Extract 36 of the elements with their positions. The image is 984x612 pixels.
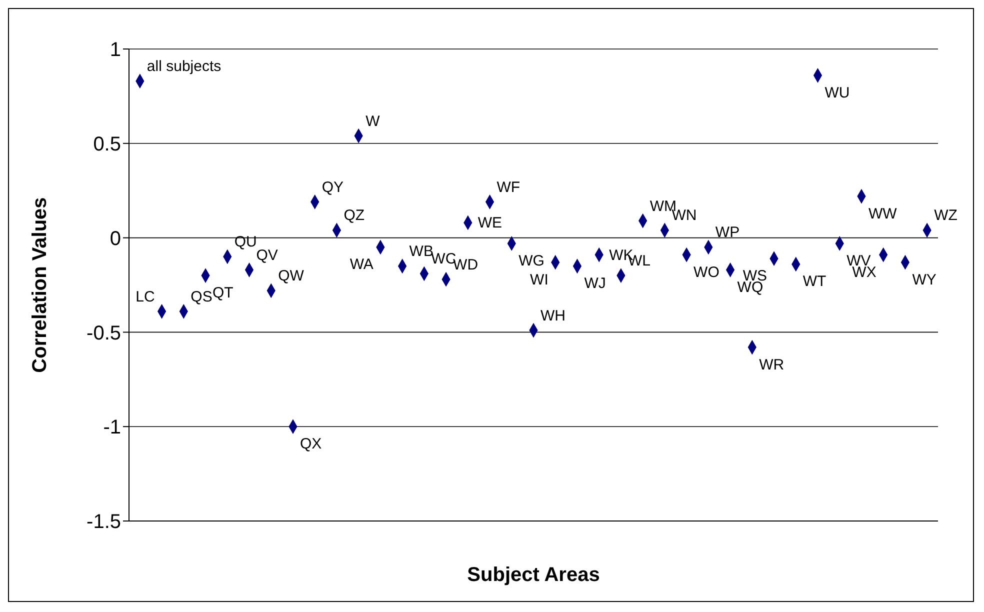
- data-label: QV: [256, 246, 278, 264]
- data-label: QU: [234, 234, 257, 251]
- x-axis-title: Subject Areas: [467, 564, 600, 586]
- data-label: WE: [478, 214, 502, 232]
- data-label: QT: [212, 284, 234, 302]
- data-label: QX: [300, 436, 322, 453]
- data-label: WD: [453, 256, 478, 274]
- data-label: QY: [322, 178, 344, 196]
- data-label: WF: [496, 178, 520, 196]
- y-tick-label: 0.5: [93, 134, 121, 156]
- data-label: WT: [802, 273, 826, 290]
- data-label: WU: [824, 84, 850, 102]
- data-label: WG: [518, 252, 544, 270]
- data-label: WY: [912, 271, 936, 288]
- y-tick-label: -1: [103, 416, 121, 439]
- data-label: all subjects: [146, 58, 222, 76]
- data-label: WI: [530, 271, 548, 288]
- data-label: WH: [540, 307, 566, 324]
- data-label: W: [366, 112, 381, 130]
- data-label: WR: [759, 356, 784, 374]
- data-label: QS: [190, 288, 212, 306]
- data-label: LC: [136, 288, 155, 306]
- y-tick-label: 1: [110, 39, 121, 62]
- y-axis-title: Correlation Values: [29, 197, 52, 373]
- data-label: WW: [868, 205, 898, 222]
- y-tick-label: -1.5: [86, 511, 121, 534]
- data-label: QW: [278, 268, 305, 285]
- data-label: QZ: [344, 207, 365, 224]
- data-label: WO: [694, 264, 720, 281]
- y-tick-label: -0.5: [86, 322, 121, 344]
- data-label: WB: [409, 243, 434, 260]
- data-label: WJ: [584, 275, 606, 292]
- y-tick-label: 0: [110, 228, 121, 250]
- data-label: WZ: [934, 207, 958, 224]
- data-label: WP: [715, 224, 740, 242]
- data-label: WA: [350, 256, 374, 274]
